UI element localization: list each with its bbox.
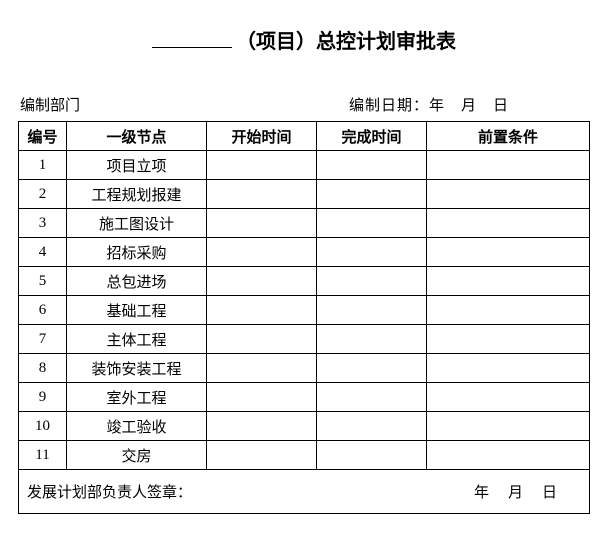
header-start: 开始时间 bbox=[207, 122, 317, 151]
cell-start bbox=[207, 267, 317, 296]
table-header-row: 编号 一级节点 开始时间 完成时间 前置条件 bbox=[19, 122, 590, 151]
cell-start bbox=[207, 209, 317, 238]
cell-node: 交房 bbox=[67, 441, 207, 470]
cell-end bbox=[317, 267, 427, 296]
cell-start bbox=[207, 441, 317, 470]
footer-date: 年 月 日 bbox=[474, 481, 589, 502]
cell-cond bbox=[427, 267, 590, 296]
table-row: 4招标采购 bbox=[19, 238, 590, 267]
cell-num: 5 bbox=[19, 267, 67, 296]
cell-cond bbox=[427, 383, 590, 412]
title-suffix: （项目）总控计划审批表 bbox=[236, 31, 456, 53]
table-row: 1项目立项 bbox=[19, 151, 590, 180]
cell-end bbox=[317, 412, 427, 441]
approval-table: 编号 一级节点 开始时间 完成时间 前置条件 1项目立项2工程规划报建3施工图设… bbox=[18, 121, 590, 514]
cell-end bbox=[317, 383, 427, 412]
cell-node: 项目立项 bbox=[67, 151, 207, 180]
dept-label: 编制部门 bbox=[20, 94, 259, 115]
cell-num: 1 bbox=[19, 151, 67, 180]
meta-row: 编制部门 编制日期：年 月 日 bbox=[18, 94, 590, 115]
cell-node: 装饰安装工程 bbox=[67, 354, 207, 383]
cell-start bbox=[207, 296, 317, 325]
table-footer-row: 发展计划部负责人签章： 年 月 日 bbox=[19, 470, 590, 514]
cell-cond bbox=[427, 412, 590, 441]
cell-node: 基础工程 bbox=[67, 296, 207, 325]
cell-cond bbox=[427, 441, 590, 470]
cell-end bbox=[317, 441, 427, 470]
cell-cond bbox=[427, 354, 590, 383]
table-row: 11交房 bbox=[19, 441, 590, 470]
cell-node: 竣工验收 bbox=[67, 412, 207, 441]
cell-end bbox=[317, 180, 427, 209]
cell-cond bbox=[427, 238, 590, 267]
cell-cond bbox=[427, 209, 590, 238]
cell-cond bbox=[427, 151, 590, 180]
table-row: 2工程规划报建 bbox=[19, 180, 590, 209]
cell-num: 7 bbox=[19, 325, 67, 354]
table-row: 5总包进场 bbox=[19, 267, 590, 296]
cell-end bbox=[317, 354, 427, 383]
table-row: 9室外工程 bbox=[19, 383, 590, 412]
cell-cond bbox=[427, 180, 590, 209]
cell-start bbox=[207, 180, 317, 209]
cell-start bbox=[207, 354, 317, 383]
table-row: 10竣工验收 bbox=[19, 412, 590, 441]
cell-end bbox=[317, 238, 427, 267]
title-blank-underline bbox=[152, 47, 232, 48]
cell-num: 2 bbox=[19, 180, 67, 209]
cell-end bbox=[317, 296, 427, 325]
table-row: 7主体工程 bbox=[19, 325, 590, 354]
cell-end bbox=[317, 151, 427, 180]
cell-num: 8 bbox=[19, 354, 67, 383]
cell-node: 施工图设计 bbox=[67, 209, 207, 238]
cell-cond bbox=[427, 325, 590, 354]
date-area: 编制日期：年 月 日 bbox=[259, 94, 588, 115]
cell-node: 主体工程 bbox=[67, 325, 207, 354]
table-row: 6基础工程 bbox=[19, 296, 590, 325]
cell-start bbox=[207, 238, 317, 267]
header-node: 一级节点 bbox=[67, 122, 207, 151]
date-value: 年 月 日 bbox=[429, 98, 509, 114]
header-num: 编号 bbox=[19, 122, 67, 151]
cell-num: 4 bbox=[19, 238, 67, 267]
header-end: 完成时间 bbox=[317, 122, 427, 151]
cell-node: 室外工程 bbox=[67, 383, 207, 412]
page-title: （项目）总控计划审批表 bbox=[18, 25, 590, 54]
cell-num: 11 bbox=[19, 441, 67, 470]
footer-label: 发展计划部负责人签章： bbox=[27, 481, 474, 502]
cell-node: 总包进场 bbox=[67, 267, 207, 296]
cell-num: 6 bbox=[19, 296, 67, 325]
cell-end bbox=[317, 209, 427, 238]
table-row: 3施工图设计 bbox=[19, 209, 590, 238]
cell-start bbox=[207, 383, 317, 412]
date-label: 编制日期： bbox=[349, 98, 429, 114]
cell-node: 招标采购 bbox=[67, 238, 207, 267]
cell-num: 3 bbox=[19, 209, 67, 238]
cell-cond bbox=[427, 296, 590, 325]
cell-start bbox=[207, 412, 317, 441]
cell-num: 9 bbox=[19, 383, 67, 412]
table-row: 8装饰安装工程 bbox=[19, 354, 590, 383]
footer-cell: 发展计划部负责人签章： 年 月 日 bbox=[19, 470, 590, 514]
header-cond: 前置条件 bbox=[427, 122, 590, 151]
cell-num: 10 bbox=[19, 412, 67, 441]
cell-end bbox=[317, 325, 427, 354]
cell-start bbox=[207, 151, 317, 180]
cell-node: 工程规划报建 bbox=[67, 180, 207, 209]
cell-start bbox=[207, 325, 317, 354]
